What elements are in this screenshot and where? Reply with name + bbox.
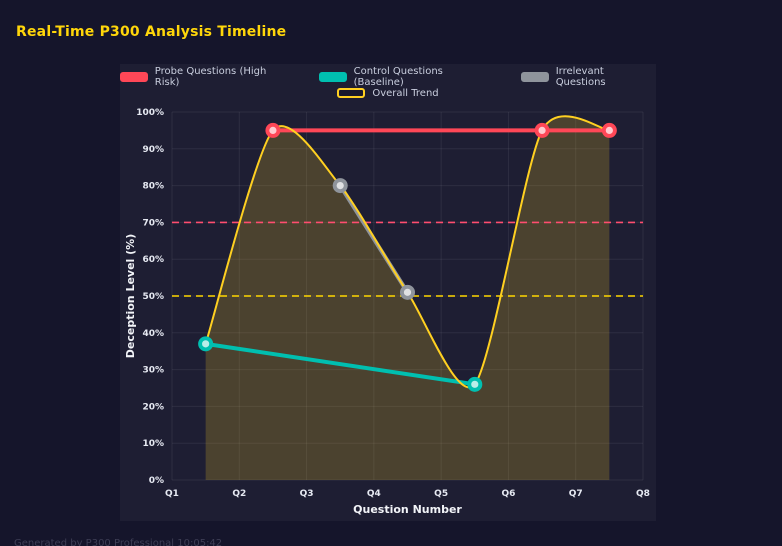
- data-point-core: [336, 182, 344, 190]
- legend-swatch-1: [318, 72, 347, 82]
- data-point-core: [269, 126, 277, 134]
- data-point-core: [538, 126, 546, 134]
- y-tick-label: 90%: [142, 145, 164, 155]
- y-tick-label: 20%: [142, 402, 164, 412]
- y-tick-label: 40%: [142, 329, 164, 339]
- chart-svg[interactable]: Q1 Q2 Q3 Q4 Q5 Q6 Q7 Q8 0% 10% 20% 30% 40% 50% 60% 70% 8…: [120, 102, 656, 522]
- page-title: Real-Time P300 Analysis Timeline: [16, 24, 287, 40]
- x-axis-title: Question Number: [353, 503, 462, 516]
- data-point-core: [202, 340, 210, 348]
- legend-row-1: Probe Questions (High Risk) Control Quest…: [120, 66, 656, 88]
- data-point-core: [471, 380, 479, 388]
- legend-item-2[interactable]: Irrelevant Questions: [520, 66, 656, 88]
- series-line-1: [203, 341, 477, 387]
- y-axis-title: Deception Level (%): [124, 234, 137, 358]
- legend-swatch-0: [120, 72, 148, 82]
- x-tick-label: Q8: [636, 489, 650, 499]
- data-point-core: [403, 288, 412, 296]
- y-tick-label: 0%: [149, 476, 164, 486]
- y-tick-label: 50%: [142, 292, 164, 302]
- y-tick-label: 60%: [142, 255, 164, 265]
- y-tick-label: 10%: [142, 439, 164, 449]
- legend-label-2: Irrelevant Questions: [555, 66, 606, 88]
- x-tick-label: Q3: [300, 489, 314, 499]
- x-tick-label: Q4: [367, 489, 381, 499]
- chart-legend: Probe Questions (High Risk) Control Quest…: [120, 64, 656, 100]
- legend-label-1: Control Questions (Baseline): [353, 66, 443, 88]
- x-tick-label: Q6: [501, 489, 515, 499]
- legend-item-3[interactable]: Overall Trend: [337, 87, 439, 99]
- legend-swatch-2: [520, 72, 549, 82]
- y-tick-label: 70%: [142, 218, 164, 228]
- axis-ticks: Q1 Q2 Q3 Q4 Q5 Q6 Q7 Q8 0% 10% 20% 30% 40% 50% 60% 70% 8…: [136, 108, 650, 499]
- x-tick-label: Q7: [569, 489, 583, 499]
- y-tick-label: 80%: [142, 182, 164, 192]
- x-tick-label: Q1: [165, 489, 179, 499]
- y-tick-label: 100%: [136, 108, 164, 118]
- legend-item-0[interactable]: Probe Questions (High Risk): [120, 66, 293, 88]
- x-tick-label: Q5: [434, 489, 448, 499]
- reference-lines: [172, 221, 643, 297]
- legend-label-3: Overall Trend: [372, 87, 439, 99]
- axis-titles: Question Number Deception Level (%): [124, 234, 462, 516]
- legend-swatch-3: [337, 88, 366, 98]
- y-tick-label: 30%: [142, 366, 164, 376]
- chart-panel: Probe Questions (High Risk) Control Quest…: [120, 64, 656, 521]
- legend-label-0: Probe Questions (High Risk): [154, 66, 267, 88]
- legend-item-1[interactable]: Control Questions (Baseline): [318, 66, 495, 88]
- generated-footer: Generated by P300 Professional 10:05:42: [14, 538, 223, 546]
- data-points: [198, 122, 617, 392]
- data-point-core: [605, 126, 613, 134]
- x-tick-label: Q2: [232, 489, 246, 499]
- legend-row-2: Overall Trend: [120, 86, 656, 100]
